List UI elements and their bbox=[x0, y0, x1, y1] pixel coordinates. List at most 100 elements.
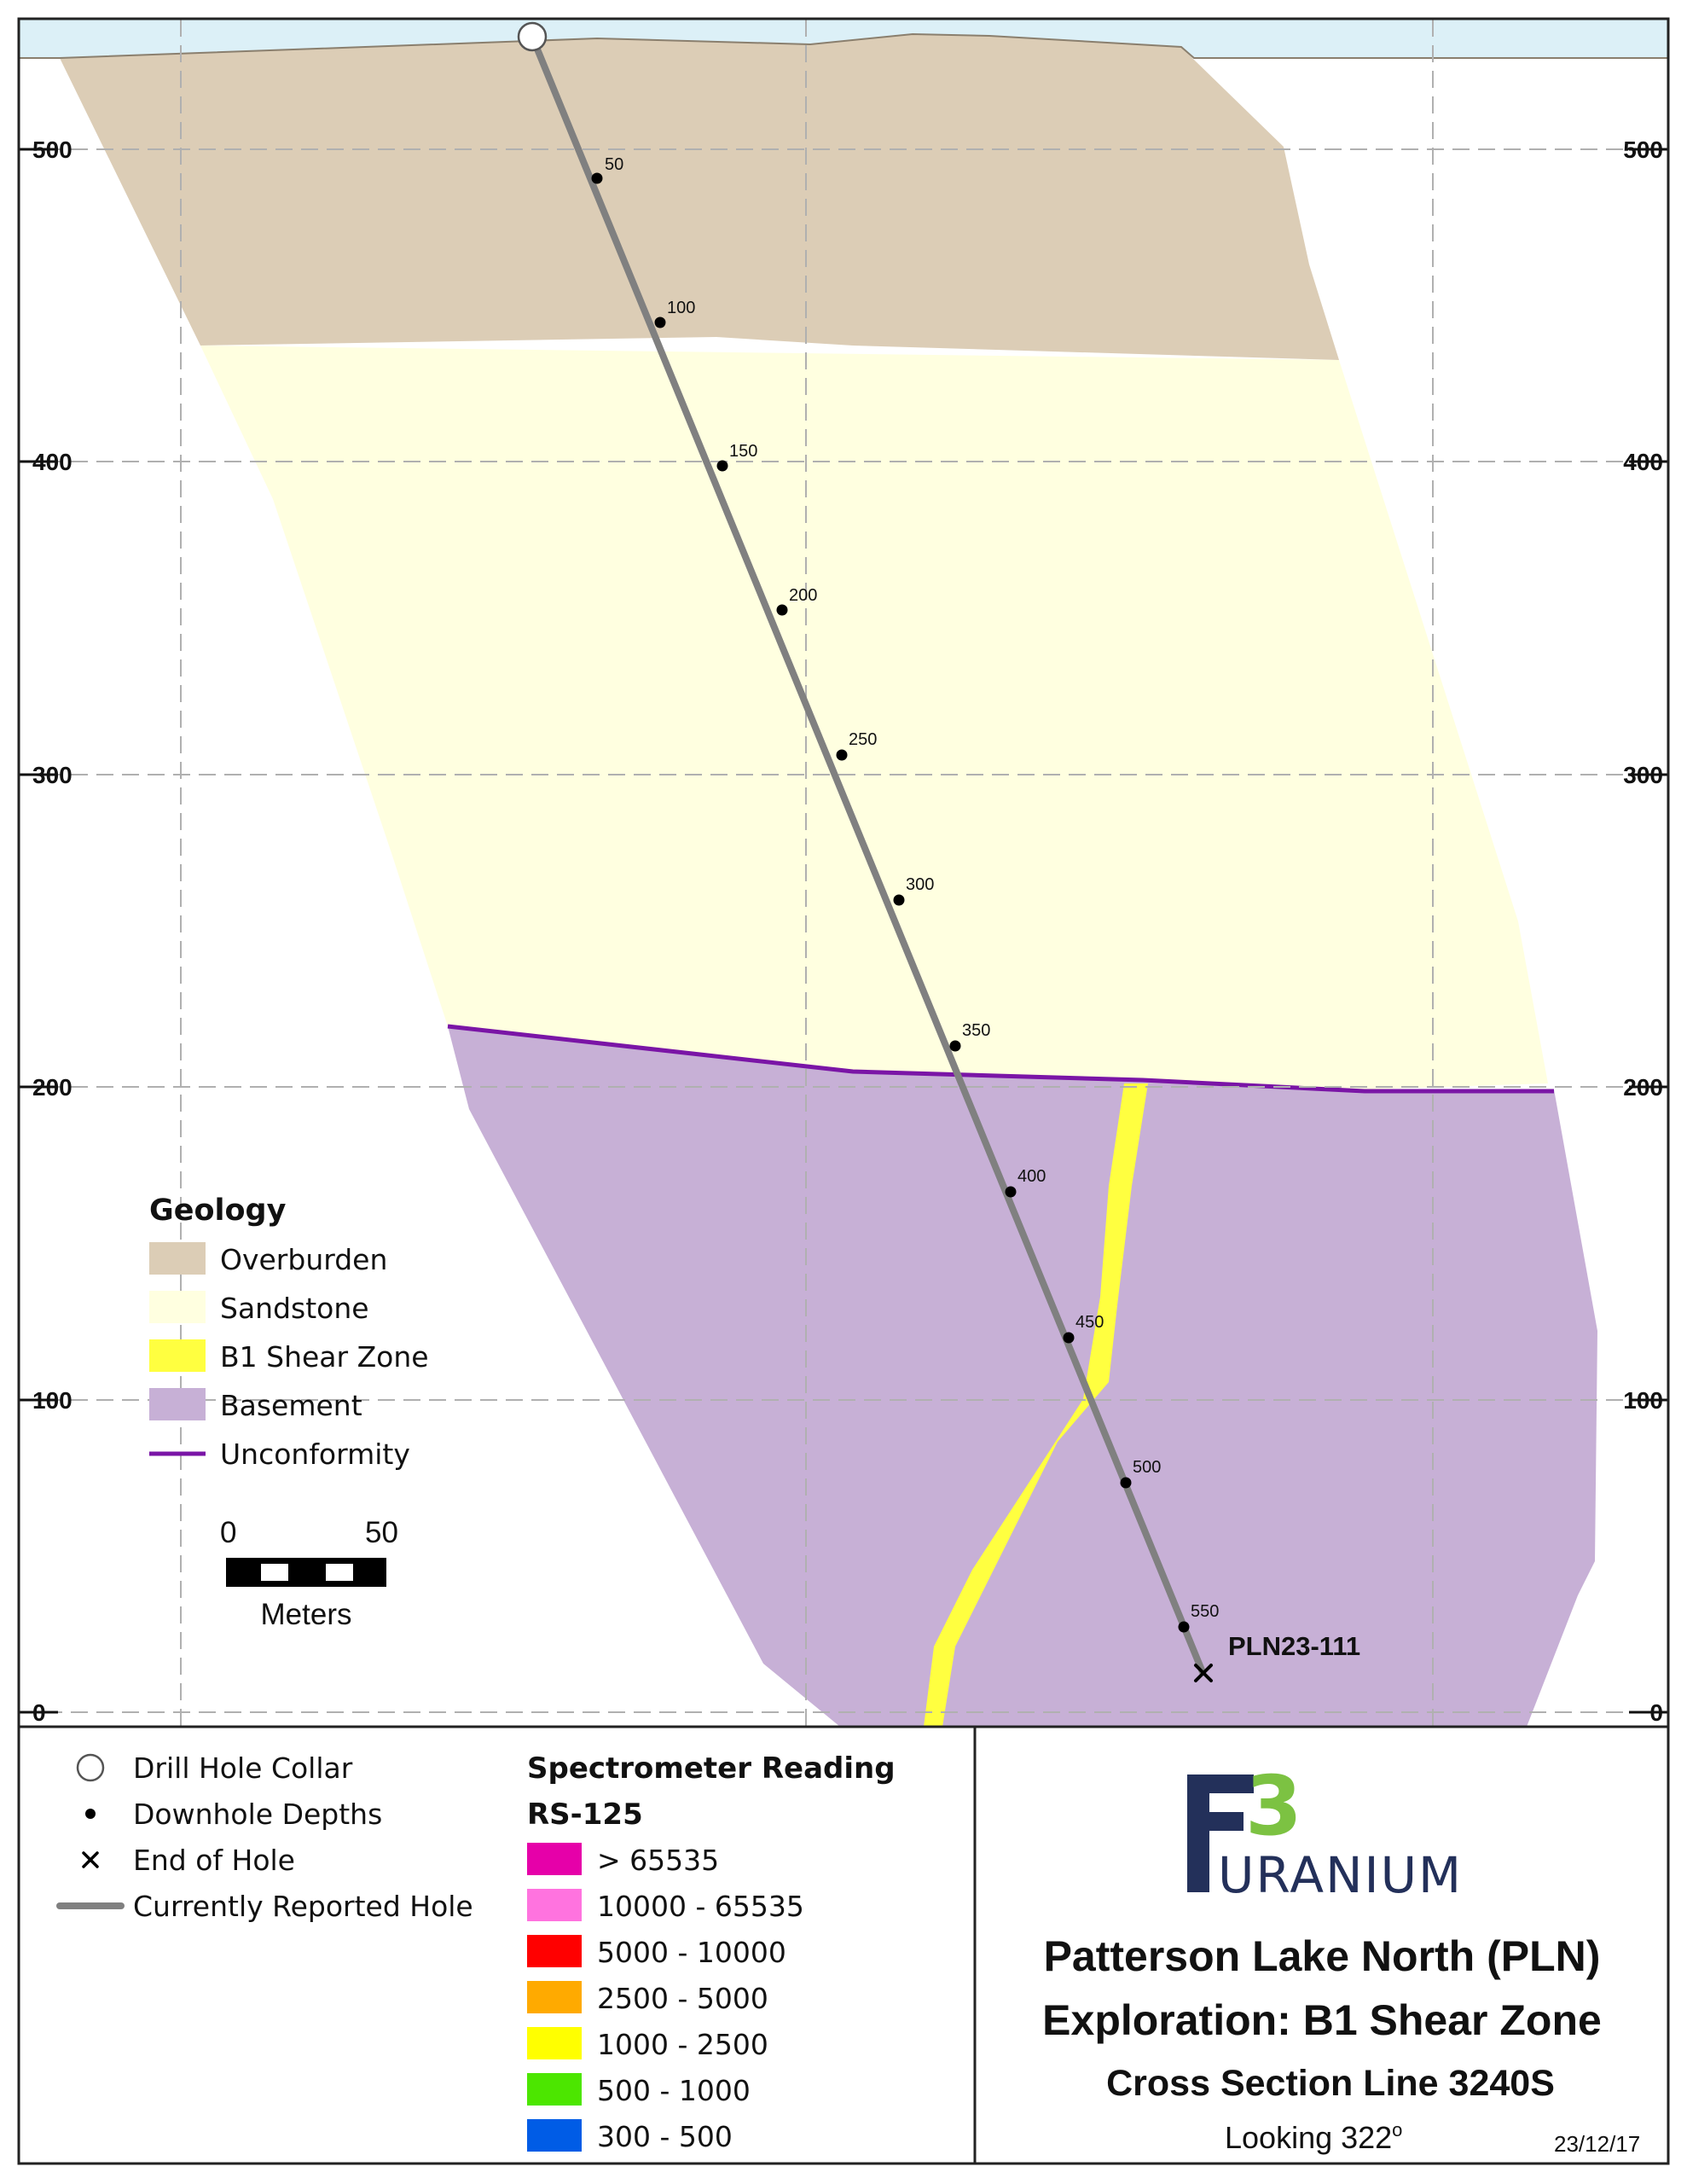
elevation-axis-right: 500 400 300 200 100 0 bbox=[1623, 136, 1667, 1726]
elevation-axis-left: 500 400 300 200 100 0 bbox=[20, 136, 72, 1726]
geology-legend-title: Geology bbox=[149, 1194, 287, 1228]
shear-zone-swatch bbox=[149, 1339, 206, 1372]
depth-label: 100 bbox=[667, 299, 695, 317]
depth-label: 300 bbox=[906, 875, 934, 894]
depth-label: 250 bbox=[849, 730, 877, 749]
elevation-label: 300 bbox=[32, 762, 72, 788]
elevation-label: 0 bbox=[1649, 1699, 1663, 1726]
spectrometer-swatch bbox=[527, 1843, 582, 1875]
spectrometer-legend-label: 500 - 1000 bbox=[597, 2074, 751, 2107]
elevation-label: 400 bbox=[32, 449, 72, 475]
drill-hole-name: PLN23-111 bbox=[1228, 1631, 1360, 1661]
logo-wordmark: URANIUM bbox=[1218, 1846, 1463, 1904]
depth-marker bbox=[1005, 1186, 1017, 1198]
scale-bar-frame bbox=[226, 1558, 386, 1587]
circle-icon bbox=[76, 1753, 105, 1782]
depth-marker bbox=[776, 604, 788, 616]
drill-hole-collar-icon bbox=[517, 21, 548, 52]
basement-swatch bbox=[149, 1388, 206, 1420]
overburden-swatch bbox=[149, 1242, 206, 1275]
symbol-legend: Drill Hole Collar Downhole Depths End of… bbox=[56, 1751, 473, 1923]
drill-hole-trace bbox=[529, 33, 1206, 1676]
geology-legend-label: Overburden bbox=[220, 1243, 387, 1276]
legend-panel-border bbox=[17, 1725, 1670, 2165]
scale-bar-unit: Meters bbox=[261, 1598, 352, 1631]
geology-legend-label: B1 Shear Zone bbox=[220, 1340, 429, 1374]
unconformity-line bbox=[447, 1024, 1554, 1094]
symbol-legend-label: Downhole Depths bbox=[133, 1798, 382, 1831]
spectrometer-swatch bbox=[527, 2073, 582, 2106]
depth-marker bbox=[949, 1040, 961, 1052]
symbol-legend-label: Drill Hole Collar bbox=[133, 1751, 353, 1785]
dot-icon bbox=[85, 1809, 96, 1819]
sandstone-unit bbox=[200, 346, 1548, 1089]
depth-marker bbox=[1120, 1477, 1132, 1489]
symbol-legend-label: Currently Reported Hole bbox=[133, 1890, 473, 1923]
depth-marker bbox=[1178, 1621, 1190, 1633]
logo-f-shape bbox=[1187, 1774, 1254, 1892]
end-of-hole-icon bbox=[1194, 1664, 1213, 1682]
depth-label: 150 bbox=[729, 442, 757, 461]
sandstone-swatch bbox=[149, 1291, 206, 1323]
elevation-label: 500 bbox=[1623, 136, 1663, 163]
spectrometer-legend-label: 2500 - 5000 bbox=[597, 1982, 768, 2015]
company-logo: 3 URANIUM bbox=[1187, 1758, 1463, 1904]
depth-marker bbox=[893, 894, 905, 906]
spectrometer-legend-label: 1000 - 2500 bbox=[597, 2028, 768, 2061]
spectrometer-swatch bbox=[527, 1981, 582, 2013]
geology-legend-label: Basement bbox=[220, 1389, 362, 1422]
depth-marker bbox=[654, 317, 666, 328]
looking-direction: Looking 322o bbox=[1225, 2119, 1402, 2155]
spectrometer-legend-label: 5000 - 10000 bbox=[597, 1936, 786, 1969]
depth-marker bbox=[716, 460, 728, 472]
b1-shear-zone bbox=[924, 1083, 1148, 1727]
overburden-unit bbox=[60, 34, 1339, 360]
spectrometer-legend: Spectrometer Reading RS-125 > 65535 1000… bbox=[527, 1751, 896, 2153]
spectrometer-swatch bbox=[527, 1889, 582, 1921]
spectrometer-legend-label: 10000 - 65535 bbox=[597, 1890, 804, 1923]
scale-bar-segment bbox=[261, 1564, 288, 1581]
degree-symbol: o bbox=[1392, 2119, 1402, 2140]
looking-text: Looking 322 bbox=[1225, 2120, 1392, 2155]
logo-number: 3 bbox=[1245, 1758, 1302, 1854]
spectrometer-legend-subtitle: RS-125 bbox=[527, 1798, 643, 1832]
scale-bar-segment bbox=[326, 1564, 353, 1581]
depth-marker bbox=[1063, 1332, 1075, 1344]
depth-label: 200 bbox=[789, 586, 817, 605]
map-date: 23/12/17 bbox=[1554, 2131, 1640, 2157]
geology-legend: Geology Overburden Sandstone B1 Shear Zo… bbox=[149, 1194, 429, 1471]
elevation-label: 500 bbox=[32, 136, 72, 163]
downhole-depths: 50 100 150 200 250 300 350 400 450 500 5… bbox=[591, 155, 1219, 1633]
elevation-label: 400 bbox=[1623, 449, 1663, 475]
scale-bar-end: 50 bbox=[365, 1516, 398, 1549]
depth-label: 50 bbox=[605, 155, 623, 174]
title-line-2: Exploration: B1 Shear Zone bbox=[1042, 1996, 1602, 2044]
elevation-label: 100 bbox=[1623, 1387, 1663, 1414]
depth-label: 450 bbox=[1075, 1313, 1104, 1332]
spectrometer-swatch bbox=[527, 2027, 582, 2059]
scale-bar-start: 0 bbox=[220, 1516, 236, 1549]
elevation-label: 200 bbox=[1623, 1074, 1663, 1101]
spectrometer-legend-title: Spectrometer Reading bbox=[527, 1751, 896, 1786]
depth-marker bbox=[836, 749, 848, 761]
geology-legend-label: Sandstone bbox=[220, 1292, 369, 1325]
depth-label: 550 bbox=[1191, 1602, 1219, 1621]
x-icon bbox=[82, 1851, 99, 1868]
spectrometer-legend-label: > 65535 bbox=[597, 1844, 719, 1877]
spectrometer-swatch bbox=[527, 1935, 582, 1967]
grid bbox=[20, 20, 1667, 1726]
geology-legend-label: Unconformity bbox=[220, 1438, 410, 1471]
basement-unit bbox=[448, 1026, 1597, 1727]
depth-marker bbox=[591, 172, 603, 184]
depth-label: 400 bbox=[1017, 1167, 1046, 1186]
symbol-legend-label: End of Hole bbox=[133, 1844, 295, 1877]
ground-surface-line bbox=[20, 32, 1667, 59]
scale-bar: 0 50 Meters bbox=[220, 1516, 398, 1631]
elevation-label: 0 bbox=[32, 1699, 46, 1726]
title-line-1: Patterson Lake North (PLN) bbox=[1044, 1932, 1601, 1980]
elevation-label: 100 bbox=[32, 1387, 72, 1414]
elevation-label: 300 bbox=[1623, 762, 1663, 788]
depth-label: 350 bbox=[962, 1021, 990, 1040]
elevation-label: 200 bbox=[32, 1074, 72, 1101]
